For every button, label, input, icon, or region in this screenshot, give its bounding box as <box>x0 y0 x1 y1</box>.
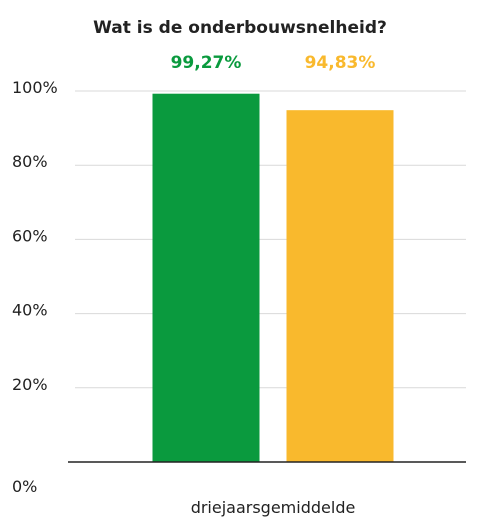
bar-2 <box>286 110 394 463</box>
y-tick-label: 40% <box>12 301 48 320</box>
data-label-1: 99,27% <box>171 53 242 73</box>
y-tick-label: 20% <box>12 375 48 394</box>
x-category-label: driejaarsgemiddelde <box>191 498 356 517</box>
data-label-2: 94,83% <box>305 53 376 73</box>
y-tick-label: 60% <box>12 226 48 245</box>
y-axis-ticks: 0% 20% 40% 60% 80% 100% <box>12 78 58 496</box>
y-tick-label: 80% <box>12 152 48 171</box>
bar-1 <box>152 93 260 462</box>
bars <box>152 93 394 463</box>
data-labels: 99,27% 94,83% <box>171 53 376 73</box>
y-tick-label: 0% <box>12 477 37 496</box>
gridlines <box>75 90 466 389</box>
y-tick-label: 100% <box>12 78 58 97</box>
chart-title: Wat is de onderbouwsnelheid? <box>93 18 387 38</box>
